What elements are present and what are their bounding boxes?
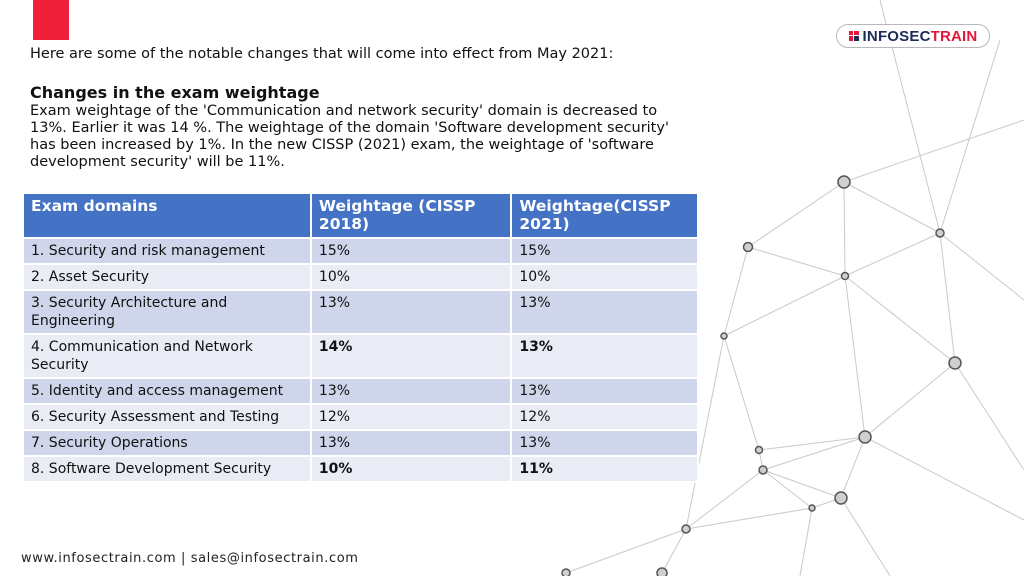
red-accent-block — [33, 0, 69, 40]
infosectrain-logo: INFOSEC TRAIN — [836, 24, 990, 48]
domain-cell: 8. Software Development Security — [22, 455, 312, 483]
weight-2018-cell: 12% — [309, 403, 513, 431]
description-paragraph: Exam weightage of the 'Communication and… — [30, 103, 669, 170]
intro-text: Here are some of the notable changes tha… — [30, 46, 614, 62]
footer-contact: www.infosectrain.com | sales@infosectrai… — [21, 551, 359, 566]
table-row: 3. Security Architecture and Engineering… — [22, 289, 699, 335]
domain-cell: 3. Security Architecture and Engineering — [22, 289, 312, 335]
table-row: 1. Security and risk management 15% 15% — [22, 237, 699, 265]
table-row: 2. Asset Security 10% 10% — [22, 263, 699, 291]
weight-2018-cell: 10% — [309, 263, 513, 291]
header-exam-domains: Exam domains — [22, 192, 312, 239]
table-row: 6. Security Assessment and Testing 12% 1… — [22, 403, 699, 431]
domain-cell: 5. Identity and access management — [22, 377, 312, 405]
weight-2021-cell: 15% — [510, 237, 699, 265]
header-weightage-2021: Weightage(CISSP 2021) — [510, 192, 699, 239]
weight-2018-cell: 15% — [309, 237, 513, 265]
weight-2018-cell: 10% — [309, 455, 513, 483]
weight-2021-cell: 12% — [510, 403, 699, 431]
weight-2021-cell: 11% — [510, 455, 699, 483]
domain-cell: 1. Security and risk management — [22, 237, 312, 265]
domain-cell: 6. Security Assessment and Testing — [22, 403, 312, 431]
table-row: 8. Software Development Security 10% 11% — [22, 455, 699, 483]
logo-text-train: TRAIN — [930, 27, 978, 45]
weight-2021-cell: 13% — [510, 429, 699, 457]
domain-cell: 2. Asset Security — [22, 263, 312, 291]
weight-2021-cell: 13% — [510, 333, 699, 379]
table-row: 5. Identity and access management 13% 13… — [22, 377, 699, 405]
weight-2018-cell: 14% — [309, 333, 513, 379]
exam-domains-table: Exam domains Weightage (CISSP 2018) Weig… — [22, 192, 699, 483]
weight-2021-cell: 13% — [510, 377, 699, 405]
table-header-row: Exam domains Weightage (CISSP 2018) Weig… — [22, 192, 699, 239]
domain-cell: 4. Communication and Network Security — [22, 333, 312, 379]
weight-2018-cell: 13% — [309, 289, 513, 335]
weight-2018-cell: 13% — [309, 429, 513, 457]
header-weightage-2018: Weightage (CISSP 2018) — [309, 192, 513, 239]
table-row: 4. Communication and Network Security 14… — [22, 333, 699, 379]
domain-cell: 7. Security Operations — [22, 429, 312, 457]
logo-mark-icon — [848, 31, 859, 41]
weight-2018-cell: 13% — [309, 377, 513, 405]
logo-text-infosec: INFOSEC — [862, 27, 931, 45]
weight-2021-cell: 13% — [510, 289, 699, 335]
weight-2021-cell: 10% — [510, 263, 699, 291]
table-row: 7. Security Operations 13% 13% — [22, 429, 699, 457]
section-heading: Changes in the exam weightage — [30, 83, 320, 102]
